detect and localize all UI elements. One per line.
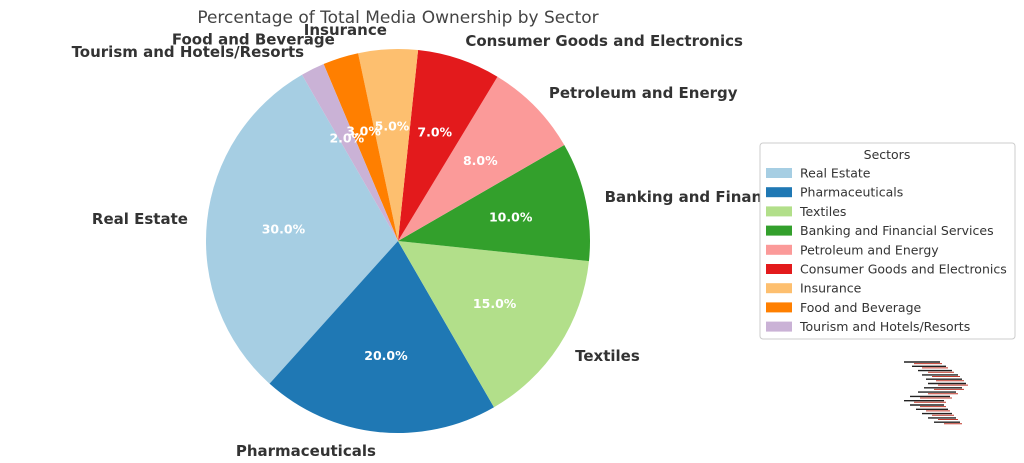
category-label-food-and-beverage: Food and Beverage [172, 30, 335, 48]
legend: Sectors Real Estate Pharmaceuticals Textil… [759, 142, 1016, 340]
legend-swatch-tourism-and-hotels-resorts [766, 321, 792, 332]
pie-slice-petroleum-and-energy [398, 76, 565, 241]
legend-label-insurance: Insurance [800, 281, 862, 296]
legend-swatch-textiles [766, 206, 792, 217]
pie-slice-insurance [358, 49, 419, 242]
pie-slice-textiles [398, 241, 589, 408]
legend-swatch-consumer-goods-and-electronics [766, 264, 792, 274]
category-label-pharmaceuticals: Pharmaceuticals [236, 442, 376, 460]
category-label-insurance: Insurance [304, 21, 387, 39]
legend-label-food-and-beverage: Food and Beverage [800, 300, 922, 315]
percent-label-real-estate: 30.0% [262, 221, 306, 236]
pie-slice-banking-and-financial-services [398, 145, 590, 262]
legend-label-banking-and-financial-services: Banking and Financial Services [800, 223, 994, 238]
legend-swatch-banking-and-financial-services [766, 225, 792, 236]
category-label-consumer-goods-and-electronics: Consumer Goods and Electronics [465, 32, 743, 50]
legend-swatch-real-estate [766, 168, 792, 178]
legend-swatch-insurance [766, 283, 792, 294]
percent-label-food-and-beverage: 3.0% [346, 124, 381, 139]
decorative-striped-logo-icon [904, 361, 968, 425]
percent-label-pharmaceuticals: 20.0% [364, 348, 408, 363]
pie-slice-food-and-beverage [323, 53, 398, 241]
chart-title: Percentage of Total Media Ownership by S… [197, 8, 598, 28]
legend-label-consumer-goods-and-electronics: Consumer Goods and Electronics [800, 262, 1007, 277]
category-label-real-estate: Real Estate [92, 210, 188, 228]
percent-label-petroleum-and-energy: 8.0% [463, 153, 498, 168]
category-labels: Real EstatePharmaceuticalsTextilesBankin… [72, 21, 869, 460]
category-label-textiles: Textiles [575, 347, 640, 365]
legend-label-pharmaceuticals: Pharmaceuticals [800, 185, 903, 200]
percent-label-banking-and-financial-services: 10.0% [489, 210, 533, 225]
legend-swatch-pharmaceuticals [766, 187, 792, 198]
legend-label-real-estate: Real Estate [800, 166, 871, 181]
legend-items: Real Estate Pharmaceuticals Textiles Bankin… [766, 166, 1007, 334]
legend-label-textiles: Textiles [799, 204, 846, 219]
pie-slice-consumer-goods-and-electronics [398, 50, 498, 242]
legend-swatch-food-and-beverage [766, 302, 792, 313]
percent-label-consumer-goods-and-electronics: 7.0% [417, 124, 452, 139]
legend-title: Sectors [864, 147, 911, 162]
pie-slices [205, 49, 590, 434]
category-label-petroleum-and-energy: Petroleum and Energy [549, 84, 738, 102]
pie-slice-real-estate [205, 74, 398, 384]
category-label-tourism-and-hotels-resorts: Tourism and Hotels/Resorts [72, 43, 305, 61]
percent-labels: 30.0% 20.0% 15.0% 10.0% 8.0% 7.0% 5.0%3.0%2.0% [262, 118, 533, 363]
legend-frame [759, 142, 1016, 340]
pie-slice-tourism-and-hotels-resorts [302, 64, 398, 241]
percent-label-insurance: 5.0% [375, 118, 410, 133]
legend-swatch-petroleum-and-energy [766, 244, 792, 255]
percent-label-tourism-and-hotels-resorts: 2.0% [329, 130, 364, 145]
percent-label-textiles: 15.0% [473, 296, 517, 311]
legend-label-petroleum-and-energy: Petroleum and Energy [800, 242, 939, 257]
legend-label-tourism-and-hotels-resorts: Tourism and Hotels/Resorts [799, 319, 970, 334]
pie-slice-pharmaceuticals [269, 241, 494, 434]
